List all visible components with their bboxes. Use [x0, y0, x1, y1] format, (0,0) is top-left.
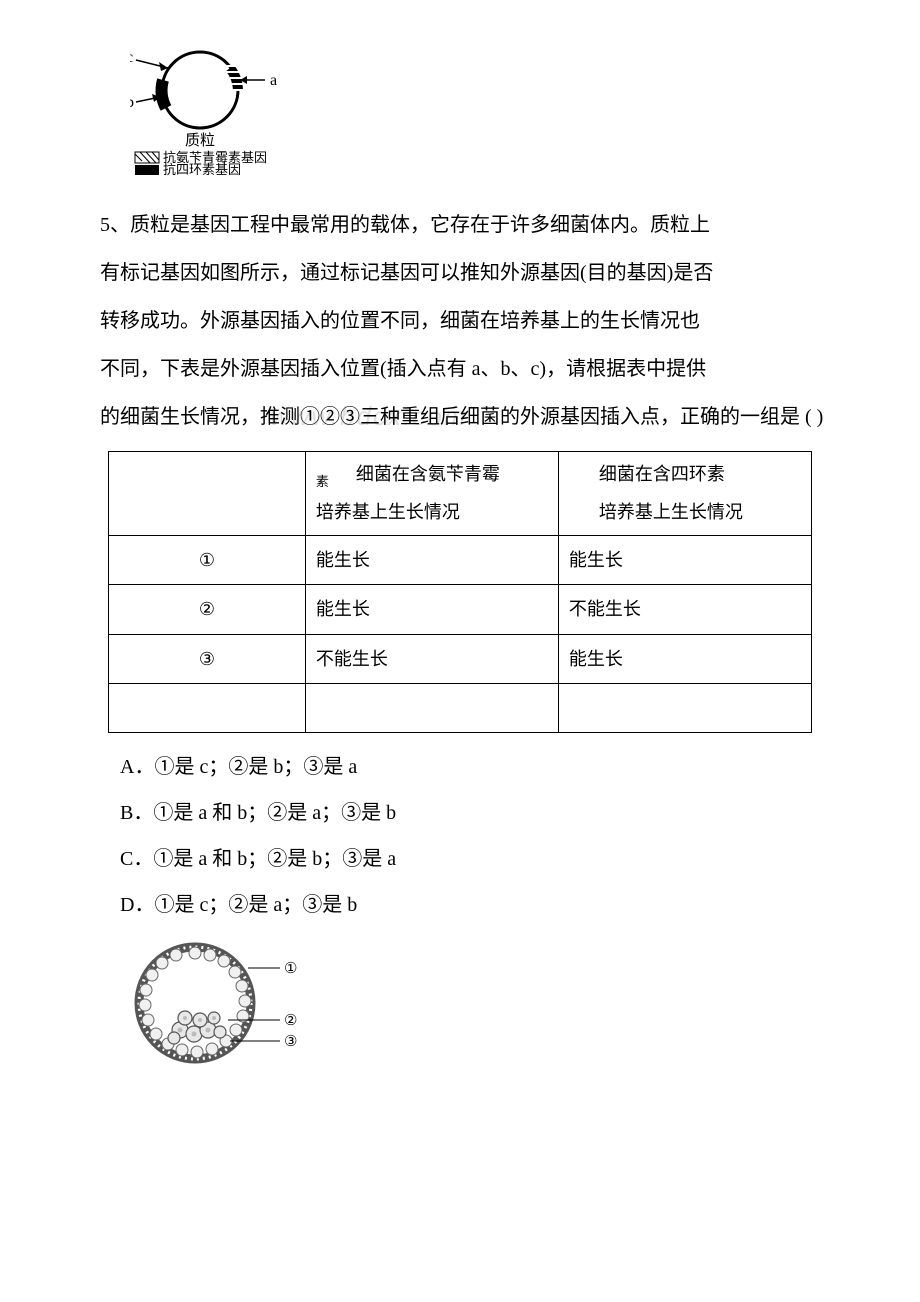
point-b-label: b [130, 94, 134, 111]
row1-amp: 能生长 [305, 535, 558, 584]
table-row [109, 683, 812, 732]
row3-tet: 能生长 [558, 634, 811, 683]
row3-label: ③ [109, 634, 306, 683]
point-c-label: c [130, 49, 133, 66]
tet-header-line2: 培养基上生长情况 [569, 496, 801, 528]
row2-label: ② [109, 585, 306, 634]
row2-amp: 能生长 [305, 585, 558, 634]
table-row: ② 能生长 不能生长 [109, 585, 812, 634]
row3-amp: 不能生长 [305, 634, 558, 683]
amp-header-part1: 细菌在含氨苄青霉 [356, 464, 500, 484]
plasmid-label: 质粒 [185, 132, 215, 149]
legend-tet: 抗四环素基因 [163, 162, 241, 175]
row2-tet: 不能生长 [558, 585, 811, 634]
row1-label: ① [109, 535, 306, 584]
blastocyst-figure: ① ② ③ [130, 938, 860, 1080]
growth-table: 细菌在含氨苄青霉 素 培养基上生长情况 细菌在含四环素 培养基上生长情况 ① 能… [108, 451, 812, 733]
option-d: D．①是 c；②是 a；③是 b [120, 887, 860, 923]
table-header-amp: 细菌在含氨苄青霉 素 培养基上生长情况 [305, 452, 558, 536]
blastocyst-label-1: ① [284, 961, 297, 977]
row1-tet: 能生长 [558, 535, 811, 584]
question-line-3: 转移成功。外源基因插入的位置不同，细菌在培养基上的生长情况也 [60, 303, 860, 339]
question-line-4: 不同，下表是外源基因插入位置(插入点有 a、b、c)，请根据表中提供 [60, 351, 860, 387]
point-a-label: a [270, 72, 277, 89]
tet-header-line1: 细菌在含四环素 [569, 458, 801, 490]
blastocyst-label-2: ② [284, 1013, 297, 1029]
table-header-tet: 细菌在含四环素 培养基上生长情况 [558, 452, 811, 536]
blastocyst-label-3: ③ [284, 1034, 297, 1050]
option-c: C．①是 a 和 b；②是 b；③是 a [120, 841, 860, 877]
option-a: A．①是 c；②是 b；③是 a [120, 749, 860, 785]
question-line-2: 有标记基因如图所示，通过标记基因可以推知外源基因(目的基因)是否 [60, 255, 860, 291]
table-row: ③ 不能生长 能生长 [109, 634, 812, 683]
amp-header-part2: 素 [316, 470, 329, 493]
amp-header-line2: 培养基上生长情况 [316, 496, 548, 528]
question-line-1: 5、质粒是基因工程中最常用的载体，它存在于许多细菌体内。质粒上 [60, 207, 860, 243]
plasmid-figure: a b c 质粒 抗氨苄青霉素基因 抗四环素基因 [130, 40, 860, 187]
option-b: B．①是 a 和 b；②是 a；③是 b [120, 795, 860, 831]
table-row: ① 能生长 能生长 [109, 535, 812, 584]
question-line-5: 的细菌生长情况，推测①②③三种重组后细菌的外源基因插入点，正确的一组是 ( ) [60, 399, 860, 435]
